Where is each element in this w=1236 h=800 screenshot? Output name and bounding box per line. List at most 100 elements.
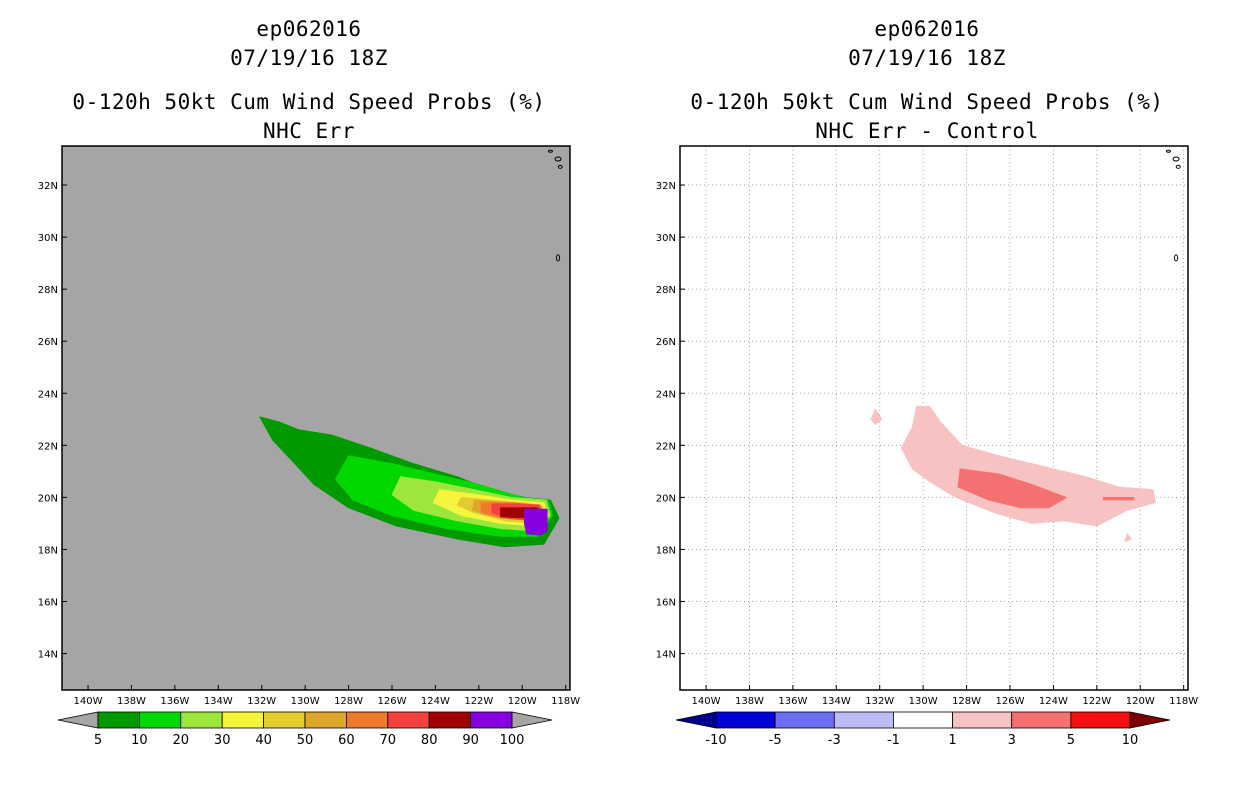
- x-tick-label: 132W: [865, 696, 894, 707]
- colorbar-swatch: [715, 711, 776, 729]
- colorbar: 5 10 20 30 40 50 60 70 80 90 100: [57, 711, 553, 748]
- x-tick-label: 124W: [1039, 696, 1068, 707]
- island-outline: [557, 164, 563, 169]
- y-tick-label: 30N: [38, 233, 58, 244]
- y-tick-label: 24N: [656, 389, 676, 400]
- x-tick-label: 128W: [334, 696, 363, 707]
- x-tick-label: 136W: [160, 696, 189, 707]
- island-outline: [547, 149, 553, 153]
- y-tick-label: 14N: [656, 650, 676, 661]
- colorbar-label: -1: [887, 733, 900, 748]
- colorbar: -10 -5 -3 -1 1 3 5 10: [675, 711, 1171, 748]
- contour-3: [957, 468, 1067, 509]
- y-tick-label: 16N: [656, 598, 676, 609]
- chart-datetime: 07/19/16 18Z: [230, 46, 388, 70]
- chart-datetime: 07/19/16 18Z: [848, 46, 1006, 70]
- colorbar-swatch: [1011, 711, 1072, 729]
- colorbar-swatch: [893, 711, 953, 729]
- island-outline: [1175, 164, 1181, 169]
- colorbar-swatch: [304, 711, 347, 729]
- plot-frame: [679, 145, 1189, 691]
- colorbar-swatch: [774, 711, 835, 729]
- y-tick-label: 14N: [38, 650, 58, 661]
- x-tick-label: 130W: [291, 696, 320, 707]
- colorbar-swatch: [428, 711, 472, 729]
- y-tick-label: 26N: [38, 337, 58, 348]
- y-tick-label: 22N: [656, 441, 676, 452]
- contour-1: [870, 408, 883, 425]
- y-tick-label: 16N: [38, 598, 58, 609]
- map-plot: 140W 138W 136W 134W 132W 130W 128W 126W 124W 122W…: [656, 145, 1198, 707]
- x-tick-label: 130W: [909, 696, 938, 707]
- colorbar-swatch: [263, 711, 306, 729]
- y-tick-label: 26N: [656, 337, 676, 348]
- x-tick-label: 122W: [464, 696, 493, 707]
- storm-id: ep062016: [874, 17, 980, 41]
- colorbar-over-arrow: [1129, 711, 1171, 729]
- x-tick-label: 128W: [952, 696, 981, 707]
- colorbar-label: 100: [500, 733, 525, 748]
- colorbar-swatch: [97, 711, 140, 729]
- colorbar-label: 30: [214, 733, 231, 748]
- map-plot: 140W 138W 136W 134W 132W 130W 128W 126W 124W 122W…: [38, 145, 580, 707]
- colorbar-swatch: [345, 711, 389, 729]
- colorbar-label: -10: [705, 733, 726, 748]
- colorbar-swatch: [833, 711, 894, 729]
- y-tick-label: 20N: [656, 493, 676, 504]
- colorbar-label: -5: [769, 733, 782, 748]
- colorbar-label: 70: [380, 733, 397, 748]
- x-tick-label: 134W: [822, 696, 851, 707]
- colorbar-label: 1: [948, 733, 956, 748]
- island-outline: [1172, 156, 1180, 162]
- island-outline: [554, 156, 562, 162]
- chart-title: 0-120h 50kt Cum Wind Speed Probs (%): [690, 90, 1164, 114]
- y-tick-label: 32N: [656, 181, 676, 192]
- x-tick-label: 140W: [692, 696, 721, 707]
- colorbar-swatch: [1070, 711, 1131, 729]
- colorbar-label: -3: [828, 733, 841, 748]
- chart-title: 0-120h 50kt Cum Wind Speed Probs (%): [72, 90, 546, 114]
- y-tick-label: 28N: [656, 285, 676, 296]
- island-outline: [1165, 149, 1171, 153]
- chart-subtitle: NHC Err: [262, 119, 355, 143]
- x-tick-label: 120W: [508, 696, 537, 707]
- colorbar-swatch: [138, 711, 182, 729]
- y-tick-label: 30N: [656, 233, 676, 244]
- colorbar-label: 3: [1008, 733, 1016, 748]
- colorbar-label: 40: [255, 733, 272, 748]
- colorbar-label: 50: [297, 733, 314, 748]
- x-tick-label: 140W: [74, 696, 103, 707]
- plot-frame: [61, 145, 571, 691]
- chart-subtitle: NHC Err - Control: [815, 119, 1039, 143]
- colorbar-label: 5: [94, 733, 102, 748]
- colorbar-under-arrow: [57, 711, 99, 729]
- colorbar-swatch: [387, 711, 430, 729]
- colorbar-swatch: [470, 711, 513, 729]
- contour-3: [1102, 496, 1135, 501]
- colorbar-label: 10: [1122, 733, 1139, 748]
- x-tick-label: 122W: [1082, 696, 1111, 707]
- colorbar-swatch: [952, 711, 1013, 729]
- panel-nhc-err: ep062016 07/19/16 18Z 0-120h 50kt Cum Wi…: [38, 17, 580, 748]
- island-outline: [555, 254, 561, 262]
- contour-1: [900, 405, 1156, 527]
- colorbar-label: 60: [338, 733, 355, 748]
- colorbar-label: 10: [131, 733, 148, 748]
- x-tick-label: 138W: [735, 696, 764, 707]
- colorbar-label: 20: [173, 733, 190, 748]
- x-tick-label: 132W: [247, 696, 276, 707]
- colorbar-label: 5: [1067, 733, 1075, 748]
- y-tick-label: 18N: [656, 545, 676, 556]
- storm-id: ep062016: [256, 17, 362, 41]
- colorbar-under-arrow: [675, 711, 717, 729]
- y-tick-label: 32N: [38, 181, 58, 192]
- y-tick-label: 18N: [38, 545, 58, 556]
- y-tick-label: 28N: [38, 285, 58, 296]
- colorbar-swatch: [221, 711, 264, 729]
- colorbar-swatch: [180, 711, 223, 729]
- x-tick-label: 126W: [995, 696, 1024, 707]
- contour-90: [524, 508, 548, 536]
- y-tick-label: 22N: [38, 441, 58, 452]
- x-tick-label: 136W: [778, 696, 807, 707]
- x-tick-label: 118W: [551, 696, 580, 707]
